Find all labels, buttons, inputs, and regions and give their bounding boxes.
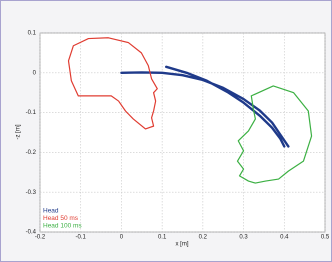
- x-tick-label: 0.4: [280, 235, 289, 241]
- y-tick-label: -0.1: [26, 110, 37, 116]
- legend-label: Head 100 ms: [43, 223, 82, 230]
- y-tick-label: -0.2: [26, 150, 37, 156]
- x-tick-label: 0.5: [321, 235, 330, 241]
- x-axis-label: x [m]: [176, 242, 189, 248]
- y-axis-label: -z [m]: [16, 124, 22, 139]
- page: {"chart_data": { "type": "line", "xlabel…: [0, 0, 332, 262]
- x-tick-label: -0.2: [35, 235, 46, 241]
- y-tick-label: -0.4: [26, 230, 37, 236]
- chart: x [m] -z [m] HeadHead 50 msHead 100 ms -…: [0, 0, 332, 262]
- legend-label: Head 50 ms: [43, 215, 79, 222]
- x-tick-label: 0.1: [158, 235, 167, 241]
- y-tick-label: 0.1: [28, 31, 37, 37]
- plot-area: [40, 33, 325, 232]
- y-tick-label: -0.3: [26, 190, 37, 196]
- x-tick-label: 0.3: [239, 235, 248, 241]
- x-tick-label: -0.1: [76, 235, 87, 241]
- legend-label: Head: [43, 208, 59, 215]
- x-tick-label: 0.2: [199, 235, 208, 241]
